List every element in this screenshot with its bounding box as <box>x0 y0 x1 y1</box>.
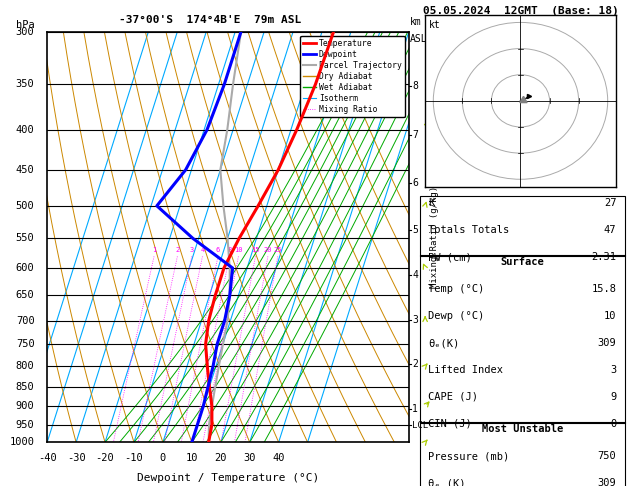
Text: 600: 600 <box>16 263 35 273</box>
Text: 6: 6 <box>412 177 418 188</box>
Text: 1000: 1000 <box>9 437 35 447</box>
Text: 2: 2 <box>412 360 418 369</box>
Text: 2.31: 2.31 <box>591 252 616 262</box>
Text: 0: 0 <box>160 452 166 463</box>
Text: Dewpoint / Temperature (°C): Dewpoint / Temperature (°C) <box>137 473 319 483</box>
Text: 30: 30 <box>243 452 256 463</box>
Text: 40: 40 <box>272 452 285 463</box>
Text: 800: 800 <box>16 361 35 371</box>
Legend: Temperature, Dewpoint, Parcel Trajectory, Dry Adiabat, Wet Adiabat, Isotherm, Mi: Temperature, Dewpoint, Parcel Trajectory… <box>300 35 405 117</box>
Text: Mixing Ratio (g/kg): Mixing Ratio (g/kg) <box>430 186 438 288</box>
Text: Surface: Surface <box>501 258 544 267</box>
Text: -10: -10 <box>125 452 143 463</box>
Text: 309: 309 <box>598 478 616 486</box>
Text: -37°00'S  174°4B'E  79m ASL: -37°00'S 174°4B'E 79m ASL <box>119 16 301 25</box>
Text: 6: 6 <box>216 247 220 253</box>
Text: CAPE (J): CAPE (J) <box>428 392 478 402</box>
Text: 9: 9 <box>610 392 616 402</box>
Text: 500: 500 <box>16 201 35 211</box>
Text: hPa: hPa <box>16 19 35 30</box>
Text: θₑ(K): θₑ(K) <box>428 338 460 348</box>
Text: 0: 0 <box>610 419 616 429</box>
Text: km: km <box>409 17 421 27</box>
Bar <box>420 422 625 486</box>
Text: -20: -20 <box>96 452 114 463</box>
Text: -40: -40 <box>38 452 57 463</box>
Text: 1: 1 <box>152 247 156 253</box>
Text: 309: 309 <box>598 338 616 348</box>
Text: K: K <box>428 198 435 208</box>
Text: Most Unstable: Most Unstable <box>482 424 563 434</box>
Text: 7: 7 <box>412 130 418 140</box>
Text: 550: 550 <box>16 233 35 243</box>
Text: 27: 27 <box>604 198 616 208</box>
Text: 650: 650 <box>16 290 35 300</box>
Text: 450: 450 <box>16 165 35 175</box>
Text: 400: 400 <box>16 125 35 135</box>
Text: 700: 700 <box>16 315 35 326</box>
Text: 1: 1 <box>412 404 418 415</box>
Text: 10: 10 <box>234 247 243 253</box>
Text: ASL: ASL <box>409 34 427 44</box>
Text: LCL: LCL <box>412 421 428 430</box>
Text: Dewp (°C): Dewp (°C) <box>428 311 484 321</box>
Text: 4: 4 <box>412 270 418 280</box>
Text: 10: 10 <box>604 311 616 321</box>
Text: Lifted Index: Lifted Index <box>428 365 503 375</box>
Text: 05.05.2024  12GMT  (Base: 18): 05.05.2024 12GMT (Base: 18) <box>423 6 618 16</box>
Text: 25: 25 <box>274 247 282 253</box>
Text: 750: 750 <box>16 339 35 349</box>
Text: 8: 8 <box>227 247 231 253</box>
Text: 4: 4 <box>200 247 204 253</box>
Text: 3: 3 <box>190 247 194 253</box>
Text: 300: 300 <box>16 27 35 36</box>
Text: 2: 2 <box>175 247 179 253</box>
Text: PW (cm): PW (cm) <box>428 252 472 262</box>
Text: Temp (°C): Temp (°C) <box>428 284 484 295</box>
Text: Totals Totals: Totals Totals <box>428 225 509 235</box>
Text: 950: 950 <box>16 420 35 430</box>
Bar <box>420 255 625 423</box>
Text: 3: 3 <box>412 314 418 325</box>
Text: 900: 900 <box>16 401 35 411</box>
Text: 20: 20 <box>214 452 227 463</box>
Bar <box>420 196 625 256</box>
Text: 15: 15 <box>251 247 260 253</box>
Text: 5: 5 <box>412 225 418 235</box>
Text: -30: -30 <box>67 452 86 463</box>
Text: 850: 850 <box>16 382 35 392</box>
Text: 20: 20 <box>264 247 272 253</box>
Text: CIN (J): CIN (J) <box>428 419 472 429</box>
Text: θₑ (K): θₑ (K) <box>428 478 466 486</box>
Text: 350: 350 <box>16 79 35 89</box>
Text: 10: 10 <box>186 452 198 463</box>
Text: 15.8: 15.8 <box>591 284 616 295</box>
Text: kt: kt <box>428 20 440 30</box>
Text: 750: 750 <box>598 451 616 461</box>
Text: 3: 3 <box>610 365 616 375</box>
Text: 8: 8 <box>412 81 418 91</box>
Text: Pressure (mb): Pressure (mb) <box>428 451 509 461</box>
Text: 47: 47 <box>604 225 616 235</box>
